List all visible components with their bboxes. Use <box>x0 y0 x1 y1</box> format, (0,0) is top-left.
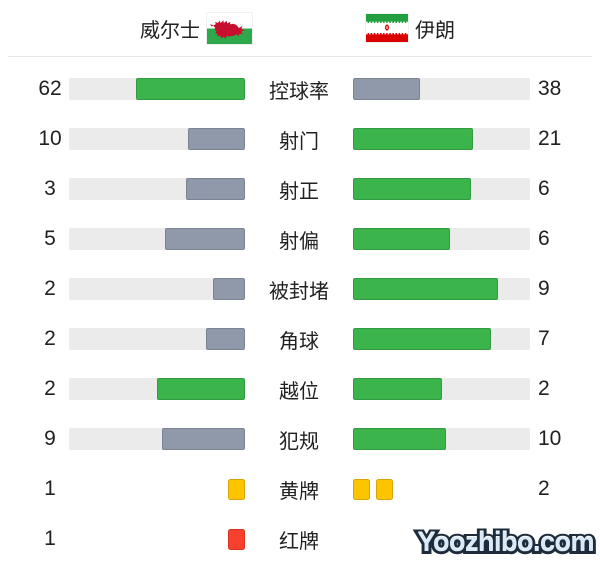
away-bar-track <box>353 278 530 300</box>
home-value: 2 <box>44 377 56 400</box>
home-bar-track <box>69 428 245 450</box>
yellow-card-icon <box>376 478 393 500</box>
home-bar-track <box>69 128 245 150</box>
wales-flag-icon <box>207 12 252 44</box>
stat-label: 射正 <box>279 180 319 203</box>
away-bar-fill <box>353 78 421 100</box>
away-value: 6 <box>538 227 550 250</box>
home-cards <box>69 478 245 500</box>
home-value: 5 <box>44 227 56 250</box>
away-bar-fill <box>353 178 471 200</box>
home-bar-fill <box>186 178 245 200</box>
home-value: 1 <box>44 477 56 500</box>
stat-label: 射偏 <box>279 230 319 253</box>
stat-label: 角球 <box>279 330 319 353</box>
away-bar-track <box>353 428 530 450</box>
stat-row: 1 黄牌 2 <box>0 464 600 514</box>
stat-row: 3 射正 6 <box>0 164 600 214</box>
home-value: 2 <box>44 277 56 300</box>
away-value: 38 <box>538 77 562 100</box>
stat-label: 射门 <box>279 130 319 153</box>
home-bar-fill <box>213 278 245 300</box>
watermark-text: Yoozhibo.com <box>417 527 595 557</box>
stat-label: 被封堵 <box>269 280 329 303</box>
home-bar-fill <box>161 428 245 450</box>
away-bar-fill <box>353 328 491 350</box>
away-team-name: 伊朗 <box>415 19 455 42</box>
match-header: 威尔士 伊朗 <box>0 0 600 56</box>
stat-label: 红牌 <box>279 530 319 553</box>
home-bar-track <box>69 328 245 350</box>
away-value: 10 <box>538 427 562 450</box>
home-team-name: 威尔士 <box>140 19 200 42</box>
away-bar-fill <box>353 378 442 400</box>
stat-row: 2 角球 7 <box>0 314 600 364</box>
home-bar-fill <box>157 378 245 400</box>
away-value: 7 <box>538 327 550 350</box>
away-value: 2 <box>538 477 550 500</box>
home-value: 3 <box>44 177 56 200</box>
away-value: 6 <box>538 177 550 200</box>
away-value: 9 <box>538 277 550 300</box>
header-divider <box>8 56 592 57</box>
stats-list: 62 控球率 38 10 射门 <box>0 57 600 564</box>
stat-label: 越位 <box>279 380 319 403</box>
home-bar-fill <box>135 78 245 100</box>
away-bar-track <box>353 328 530 350</box>
away-bar-track <box>353 378 530 400</box>
away-team: 伊朗 <box>366 14 455 43</box>
away-bar-track <box>353 228 530 250</box>
home-bar-track <box>69 378 245 400</box>
stat-label: 控球率 <box>269 80 329 103</box>
iran-flag-icon <box>366 14 408 42</box>
away-bar-track <box>353 78 530 100</box>
home-value: 9 <box>44 427 56 450</box>
away-bar-fill <box>353 428 447 450</box>
stat-row: 2 被封堵 9 <box>0 264 600 314</box>
away-cards <box>353 478 530 500</box>
home-bar-fill <box>188 128 245 150</box>
home-bar-fill <box>165 228 245 250</box>
home-value: 62 <box>38 77 62 100</box>
away-bar-fill <box>353 228 450 250</box>
stat-label: 犯规 <box>279 430 319 453</box>
home-bar-track <box>69 228 245 250</box>
home-value: 1 <box>44 527 56 550</box>
away-value: 2 <box>538 377 550 400</box>
away-bar-track <box>353 128 530 150</box>
watermark: Yoozhibo.com Yoozhibo.com <box>415 526 598 559</box>
away-bar-fill <box>353 278 498 300</box>
home-value: 2 <box>44 327 56 350</box>
red-card-icon <box>228 528 245 550</box>
stat-row: 10 射门 21 <box>0 114 600 164</box>
home-cards <box>69 528 245 550</box>
away-value: 21 <box>538 127 562 150</box>
away-bar-track <box>353 178 530 200</box>
home-bar-track <box>69 178 245 200</box>
yellow-card-icon <box>353 478 370 500</box>
stat-row: 62 控球率 38 <box>0 64 600 114</box>
stat-row: 5 射偏 6 <box>0 214 600 264</box>
stat-row: 9 犯规 10 <box>0 414 600 464</box>
yellow-card-icon <box>228 478 245 500</box>
home-value: 10 <box>38 127 62 150</box>
home-bar-track <box>69 78 245 100</box>
watermark-outline: Yoozhibo.com <box>415 526 598 559</box>
stat-row: 1 红牌 <box>0 514 600 564</box>
stat-label: 黄牌 <box>279 480 319 503</box>
stat-row: 2 越位 2 <box>0 364 600 414</box>
home-bar-fill <box>205 328 245 350</box>
away-bar-fill <box>353 128 473 150</box>
home-bar-track <box>69 278 245 300</box>
home-team: 威尔士 <box>140 12 252 44</box>
